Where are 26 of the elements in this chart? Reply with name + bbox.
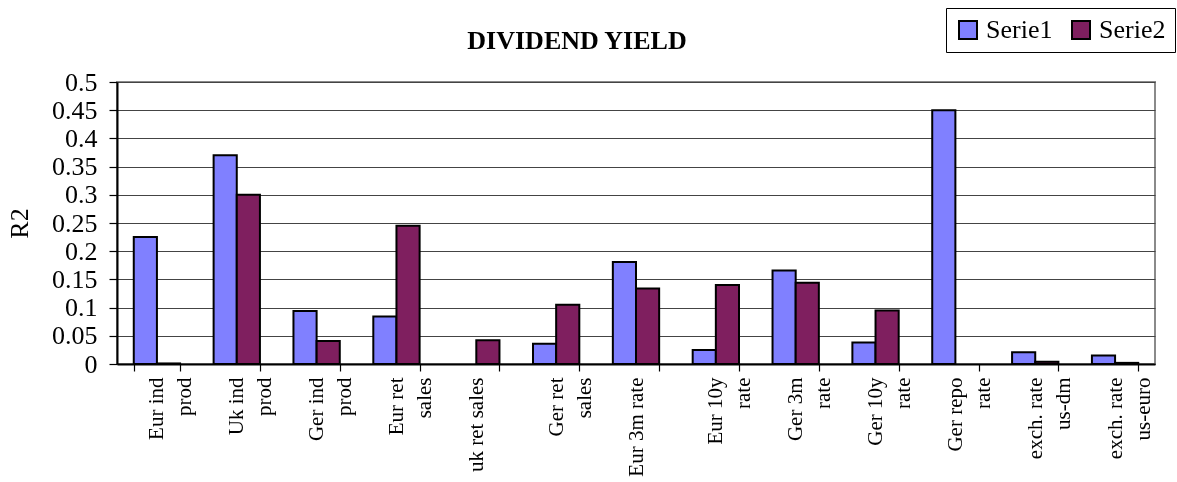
y-tick-label: 0.05: [52, 321, 98, 351]
x-tick-label: Eur ret sales: [383, 377, 436, 436]
y-tick-label: 0.2: [65, 236, 98, 266]
y-tick-label: 0: [84, 349, 98, 379]
y-tick-label: 0.1: [65, 293, 98, 323]
y-tick-label: 0.25: [52, 208, 98, 238]
chart-title: DIVIDEND YIELD: [467, 25, 687, 55]
x-tick-label: Eur ind prod: [144, 377, 197, 440]
x-tick-label: Ger repo rate: [942, 377, 995, 452]
x-tick-label: Eur 10y rate: [703, 377, 756, 445]
x-tick-label: Ger 3m rate: [783, 377, 836, 442]
y-tick-label: 0.45: [52, 95, 98, 125]
x-tick-label: Uk ind prod: [224, 377, 277, 436]
y-tick-label: 0.35: [52, 152, 98, 182]
x-tick-label: Eur 3m rate: [623, 377, 648, 477]
x-tick-label: Ger ret sales: [543, 377, 596, 437]
y-tick-label: 0.5: [65, 67, 98, 97]
y-tick-label: 0.3: [65, 180, 98, 210]
x-tick-label: Ger 10y rate: [863, 377, 916, 446]
x-tick-label: uk ret sales: [463, 377, 488, 472]
y-tick-label: 0.15: [52, 264, 98, 294]
legend-label: Serie1: [986, 15, 1053, 44]
x-tick-label: Ger ind prod: [304, 377, 357, 442]
y-tick-label: 0.4: [65, 123, 98, 153]
legend-label: Serie2: [1099, 15, 1166, 44]
y-axis-title: R2: [4, 208, 34, 239]
